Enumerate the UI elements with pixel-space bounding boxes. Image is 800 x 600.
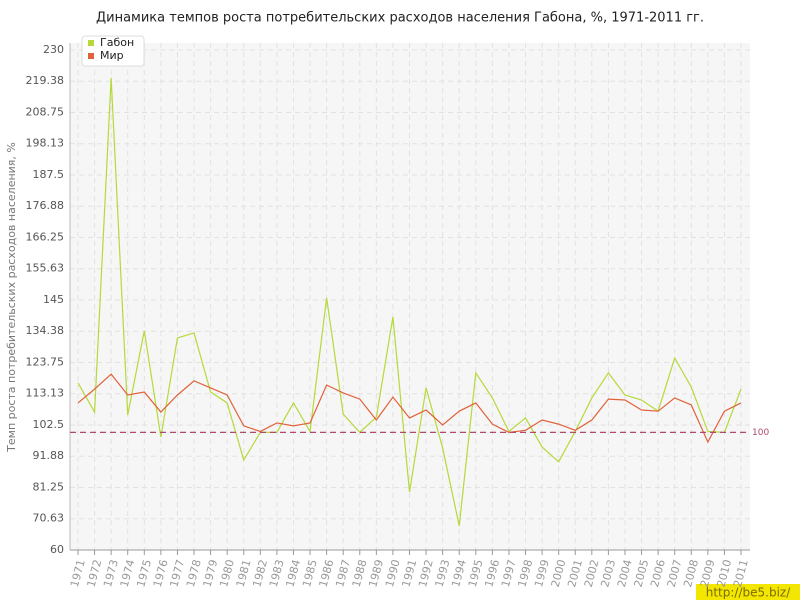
legend-box <box>81 35 145 67</box>
series-line <box>77 373 742 444</box>
y-axis-label: Темп роста потребительских расходов насе… <box>5 142 18 453</box>
y-tick-label: 208.75 <box>26 106 65 119</box>
y-tick-label: 219.38 <box>26 74 65 87</box>
grid <box>70 43 750 551</box>
y-tick-label: 145 <box>43 293 64 306</box>
y-tick-label: 70.63 <box>33 512 65 525</box>
y-tick-label: 166.25 <box>26 231 65 244</box>
legend-label: Мир <box>100 49 124 62</box>
y-tick-label: 198.13 <box>26 137 65 150</box>
chart-title: Динамика темпов роста потребительских ра… <box>96 11 704 26</box>
series <box>77 77 742 527</box>
y-tick-label: 60 <box>50 543 64 556</box>
y-tick-label: 123.75 <box>26 356 65 369</box>
y-tick-label: 155.63 <box>26 262 65 275</box>
legend-swatch <box>88 40 94 46</box>
watermark: http://be5.biz/ <box>706 586 791 600</box>
y-tick-label: 81.25 <box>33 481 65 494</box>
y-tick-label: 187.5 <box>33 168 65 181</box>
y-tick-label: 176.88 <box>26 199 65 212</box>
y-tick-label: 102.5 <box>33 418 65 431</box>
legend-swatch <box>88 53 94 59</box>
watermark-bg <box>696 584 800 600</box>
y-tick-label: 91.88 <box>33 449 65 462</box>
y-tick-label: 134.38 <box>26 324 65 337</box>
reference-label: 100 <box>752 428 769 438</box>
y-tick-label: 113.13 <box>26 387 65 400</box>
y-tick-label: 230 <box>43 43 64 56</box>
legend-label: Габон <box>100 36 134 49</box>
series-line <box>77 77 742 527</box>
